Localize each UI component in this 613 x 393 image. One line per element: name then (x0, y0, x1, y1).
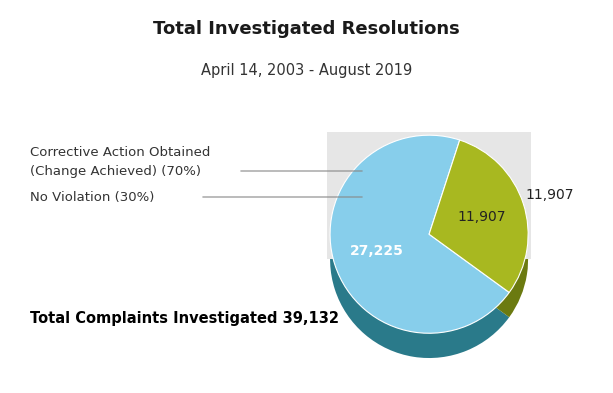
Wedge shape (330, 160, 509, 358)
Text: Corrective Action Obtained: Corrective Action Obtained (30, 147, 210, 160)
Wedge shape (429, 140, 528, 292)
Bar (327, 132, 531, 259)
Wedge shape (429, 165, 528, 317)
Text: Total Investigated Resolutions: Total Investigated Resolutions (153, 20, 460, 39)
Text: Total Complaints Investigated 39,132: Total Complaints Investigated 39,132 (30, 310, 339, 325)
Wedge shape (330, 135, 509, 333)
Text: 11,907: 11,907 (457, 210, 506, 224)
Text: April 14, 2003 - August 2019: April 14, 2003 - August 2019 (201, 63, 412, 78)
Text: (Change Achieved) (70%): (Change Achieved) (70%) (30, 165, 201, 178)
Text: 27,225: 27,225 (350, 244, 404, 258)
Text: No Violation (30%): No Violation (30%) (30, 191, 154, 204)
Text: 11,907: 11,907 (525, 188, 574, 202)
